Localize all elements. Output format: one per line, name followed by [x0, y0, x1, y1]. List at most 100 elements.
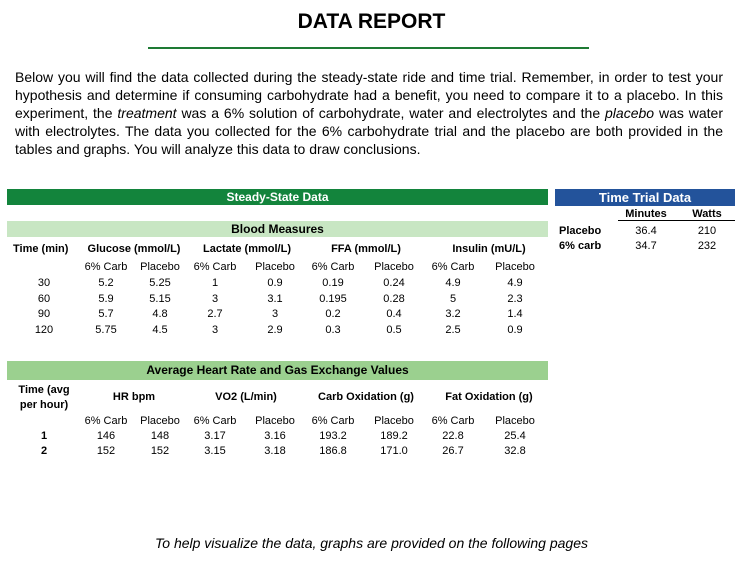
ss-row-cell: 3.1 — [267, 292, 283, 305]
ss-row-cell: 3.2 — [445, 308, 461, 320]
ss-row-cell: 2.5 — [445, 323, 461, 336]
column-subheader-carb: 6% Carb — [431, 261, 475, 273]
time-min-label: Time (min) — [13, 243, 69, 255]
ss-row-time: 60 — [37, 292, 51, 305]
hr-row-cell: 3.17 — [204, 430, 226, 442]
hr-row-cell: 193.2 — [319, 430, 347, 442]
hr-row-cell: 171.0 — [380, 445, 408, 457]
intro-text-1: Below you will find the data collected d… — [15, 69, 723, 121]
ss-row-cell: 0.5 — [386, 323, 402, 336]
page-title: DATA REPORT — [297, 10, 446, 33]
ss-row-cell: 0.28 — [383, 292, 405, 305]
ss-row-cell: 2.7 — [207, 308, 223, 320]
ss-row-cell: 5.75 — [95, 323, 117, 336]
ss-row-cell: 0.195 — [319, 292, 347, 305]
hr-row-cell: 32.8 — [504, 445, 526, 457]
blood-measures-header: Blood Measures — [7, 221, 548, 237]
hr-row-cell: 152 — [96, 445, 116, 457]
ss-row-cell: 4.5 — [152, 323, 168, 336]
ss-row-time: 90 — [37, 308, 51, 320]
avg-time-label-1: Time (avg — [18, 384, 70, 396]
ss-row-cell: 0.4 — [386, 308, 402, 320]
tt-watts-value: 210 — [697, 225, 717, 237]
column-subheader-placebo: Placebo — [140, 261, 180, 273]
column-subheader-carb: 6% Carb — [84, 261, 128, 273]
column-subheader-placebo: Placebo — [495, 261, 535, 273]
footer-note: To help visualize the data, graphs are p… — [155, 535, 588, 551]
hr-row-cell: 22.8 — [442, 430, 464, 442]
intro-emphasis-treatment: treatment — [117, 105, 177, 121]
hr-row-cell: 148 — [150, 430, 170, 442]
column-subheader-carb: 6% Carb — [193, 261, 237, 273]
tt-minutes-value: 36.4 — [635, 225, 657, 237]
ss-row-cell: 5.2 — [98, 277, 114, 289]
ss-row-cell: 0.9 — [507, 323, 523, 336]
title-divider — [148, 47, 589, 49]
ss-row-cell: 4.9 — [507, 277, 523, 289]
ffa-header: FFA (mmol/L) — [331, 243, 401, 255]
hr-row-cell: 26.7 — [442, 445, 464, 457]
tt-row-label: 6% carb — [559, 240, 602, 252]
ss-row-time: 30 — [37, 277, 51, 289]
ss-row-cell: 1 — [211, 277, 219, 289]
lactate-header: Lactate (mmol/L) — [202, 243, 291, 255]
tt-row-label: Placebo — [559, 225, 602, 237]
column-subheader-placebo: Placebo — [374, 415, 414, 427]
steady-state-header: Steady-State Data — [7, 189, 548, 205]
glucose-header: Glucose (mmol/L) — [87, 243, 181, 255]
ss-row-cell: 5.15 — [149, 292, 171, 305]
column-subheader-placebo: Placebo — [374, 261, 414, 273]
ss-row-cell: 5 — [449, 292, 457, 305]
vo2-header: VO2 (L/min) — [215, 391, 277, 403]
hr-row-cell: 25.4 — [504, 430, 526, 442]
ss-row-cell: 5.9 — [98, 292, 114, 305]
ss-row-cell: 4.9 — [445, 277, 461, 289]
fat-oxidation-header: Fat Oxidation (g) — [445, 391, 533, 403]
tt-minutes-value: 34.7 — [635, 240, 657, 252]
ss-row-cell: 0.2 — [325, 308, 341, 320]
column-subheader-placebo: Placebo — [140, 415, 180, 427]
column-subheader-placebo: Placebo — [255, 415, 295, 427]
insulin-header: Insulin (mU/L) — [452, 243, 526, 255]
ss-row-cell: 1.4 — [507, 308, 523, 320]
ss-row-time: 120 — [34, 323, 54, 336]
ss-row-cell: 4.8 — [152, 308, 168, 320]
hr-row-cell: 186.8 — [319, 445, 347, 457]
ss-row-cell: 0.19 — [322, 277, 344, 289]
ss-row-cell: 5.25 — [149, 277, 171, 289]
ss-row-cell: 3 — [211, 323, 219, 336]
intro-text-2: was a 6% solution of carbohydrate, water… — [176, 105, 606, 121]
ss-row-cell: 3 — [271, 308, 279, 320]
column-subheader-carb: 6% Carb — [311, 261, 355, 273]
intro-emphasis-placebo: placebo — [605, 105, 655, 121]
hr-row-time: 1 — [40, 430, 48, 442]
column-subheader-carb: 6% Carb — [193, 415, 237, 427]
ss-row-cell: 0.24 — [383, 277, 405, 289]
column-subheader-carb: 6% Carb — [431, 415, 475, 427]
intro-text-3: was water with electrolytes. The data yo… — [15, 105, 723, 157]
ss-row-cell: 2.9 — [267, 323, 283, 336]
ss-row-cell: 3 — [211, 292, 219, 305]
hr-row-cell: 152 — [150, 445, 170, 457]
hr-header: HR bpm — [112, 391, 156, 403]
carb-oxidation-header: Carb Oxidation (g) — [318, 391, 414, 403]
watts-header: Watts — [692, 208, 722, 220]
hr-row-cell: 3.15 — [204, 445, 226, 457]
ss-row-cell: 2.3 — [507, 292, 523, 305]
hr-row-time: 2 — [40, 445, 48, 457]
ss-row-cell: 0.3 — [325, 323, 341, 336]
hr-gas-header: Average Heart Rate and Gas Exchange Valu… — [7, 361, 548, 380]
minutes-header: Minutes — [625, 208, 667, 220]
intro-paragraph: Below you will find the data collected d… — [15, 68, 723, 158]
avg-time-label-2: per hour) — [19, 399, 69, 411]
time-trial-header: Time Trial Data — [555, 189, 735, 206]
hr-row-cell: 189.2 — [380, 430, 408, 442]
ss-row-cell: 5.7 — [98, 308, 114, 320]
hr-row-cell: 146 — [96, 430, 116, 442]
column-subheader-placebo: Placebo — [255, 261, 295, 273]
ss-row-cell: 0.9 — [267, 277, 283, 289]
tt-watts-value: 232 — [697, 240, 717, 252]
column-subheader-carb: 6% Carb — [311, 415, 355, 427]
column-subheader-carb: 6% Carb — [84, 415, 128, 427]
hr-row-cell: 3.18 — [264, 445, 286, 457]
